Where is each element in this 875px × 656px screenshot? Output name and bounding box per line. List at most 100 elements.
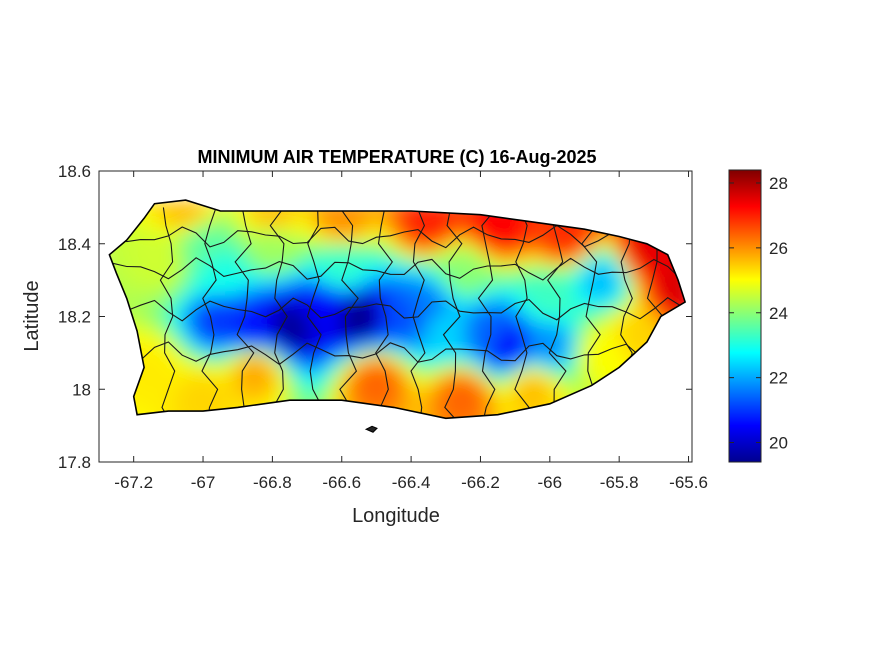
temperature-cell	[120, 257, 128, 265]
temperature-cell	[127, 264, 135, 272]
temperature-cell	[288, 327, 296, 335]
temperature-cell	[393, 320, 401, 328]
temperature-cell	[148, 369, 156, 377]
temperature-cell	[134, 327, 142, 335]
temperature-cell	[358, 334, 366, 342]
temperature-cell	[218, 229, 226, 237]
temperature-cell	[323, 341, 331, 349]
temperature-cell	[456, 236, 464, 244]
temperature-cell	[449, 306, 457, 314]
temperature-cell	[183, 236, 191, 244]
temperature-cell	[379, 229, 387, 237]
temperature-cell	[302, 327, 310, 335]
temperature-cell	[505, 327, 513, 335]
temperature-cell	[477, 355, 485, 363]
temperature-cell	[309, 222, 317, 230]
temperature-cell	[267, 341, 275, 349]
temperature-cell	[309, 390, 317, 398]
temperature-cell	[414, 320, 422, 328]
temperature-cell	[246, 208, 254, 216]
temperature-cell	[449, 411, 457, 419]
temperature-cell	[449, 215, 457, 223]
temperature-cell	[442, 236, 450, 244]
temperature-cell	[358, 341, 366, 349]
temperature-cell	[239, 362, 247, 370]
temperature-cell	[463, 327, 471, 335]
temperature-cell	[498, 264, 506, 272]
temperature-cell	[197, 341, 205, 349]
temperature-cell	[274, 208, 282, 216]
temperature-cell	[148, 362, 156, 370]
temperature-cell	[330, 208, 338, 216]
temperature-cell	[148, 376, 156, 384]
temperature-cell	[393, 243, 401, 251]
temperature-cell	[470, 390, 478, 398]
temperature-cell	[603, 299, 611, 307]
temperature-cell	[274, 320, 282, 328]
temperature-cell	[435, 264, 443, 272]
temperature-cell	[582, 243, 590, 251]
temperature-cell	[414, 292, 422, 300]
temperature-cell	[225, 383, 233, 391]
temperature-cell	[456, 397, 464, 405]
temperature-cell	[456, 271, 464, 279]
temperature-cell	[533, 362, 541, 370]
temperature-cell	[372, 257, 380, 265]
temperature-cell	[323, 236, 331, 244]
temperature-cell	[274, 327, 282, 335]
temperature-cell	[253, 355, 261, 363]
temperature-cell	[568, 362, 576, 370]
temperature-cell	[197, 348, 205, 356]
temperature-cell	[155, 208, 163, 216]
temperature-cell	[302, 390, 310, 398]
temperature-cell	[225, 313, 233, 321]
temperature-cell	[225, 229, 233, 237]
temperature-cell	[414, 306, 422, 314]
temperature-cell	[316, 369, 324, 377]
temperature-cell	[512, 341, 520, 349]
temperature-cell	[498, 292, 506, 300]
temperature-cell	[617, 278, 625, 286]
temperature-cell	[141, 215, 149, 223]
temperature-cell	[225, 341, 233, 349]
temperature-cell	[477, 313, 485, 321]
temperature-cell	[582, 320, 590, 328]
temperature-cell	[456, 348, 464, 356]
temperature-cell	[652, 292, 660, 300]
temperature-cell	[232, 215, 240, 223]
temperature-cell	[624, 327, 632, 335]
temperature-cell	[421, 271, 429, 279]
x-tick-label: -67	[191, 473, 216, 492]
temperature-cell	[204, 320, 212, 328]
temperature-cell	[491, 243, 499, 251]
temperature-cell	[232, 299, 240, 307]
temperature-cell	[484, 236, 492, 244]
temperature-cell	[533, 229, 541, 237]
temperature-cell	[344, 327, 352, 335]
temperature-cell	[477, 285, 485, 293]
temperature-cell	[624, 264, 632, 272]
temperature-cell	[477, 257, 485, 265]
temperature-cell	[638, 334, 646, 342]
temperature-cell	[295, 222, 303, 230]
temperature-cell	[295, 369, 303, 377]
x-tick-label: -66.8	[253, 473, 292, 492]
temperature-cell	[428, 397, 436, 405]
temperature-cell	[386, 383, 394, 391]
temperature-cell	[295, 208, 303, 216]
temperature-cell	[589, 243, 597, 251]
temperature-cell	[519, 299, 527, 307]
temperature-cell	[218, 313, 226, 321]
temperature-cell	[197, 327, 205, 335]
temperature-cell	[155, 327, 163, 335]
temperature-cell	[610, 250, 618, 258]
temperature-cell	[386, 397, 394, 405]
x-tick-label: -65.8	[600, 473, 639, 492]
temperature-cell	[148, 257, 156, 265]
temperature-cell	[568, 348, 576, 356]
temperature-cell	[435, 229, 443, 237]
temperature-cell	[477, 215, 485, 223]
temperature-cell	[211, 250, 219, 258]
temperature-cell	[610, 348, 618, 356]
temperature-cell	[435, 236, 443, 244]
